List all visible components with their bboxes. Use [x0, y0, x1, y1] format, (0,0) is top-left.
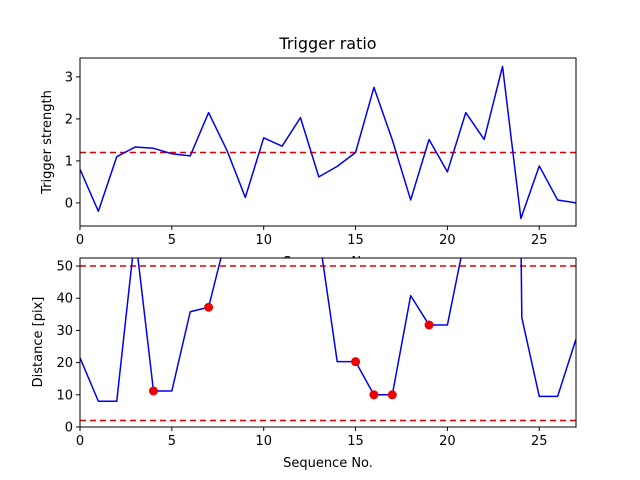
plot-area-bottom [80, 258, 576, 422]
y-tick-label: 3 [65, 70, 73, 85]
series-line-bottom-0-0 [80, 258, 134, 402]
ticks-bottom: 0 5 10 15 20 25 0 10 20 30 40 50 [56, 260, 547, 449]
data-point-marker [369, 390, 379, 400]
y-tick-label: 0 [65, 421, 73, 436]
data-point-marker [204, 302, 214, 312]
subplot-distance: 0 5 10 15 20 25 0 10 20 30 40 50 Sequence No. Dista… [31, 257, 577, 471]
y-axis-label-bottom: Distance [pix] [31, 297, 46, 388]
y-tick-label: 50 [56, 260, 73, 275]
axes-frame-bottom [79, 257, 577, 428]
x-tick-label: 15 [347, 434, 364, 449]
y-tick-label: 2 [65, 112, 73, 127]
x-tick-label: 20 [439, 434, 456, 449]
x-tick-label: 10 [255, 434, 272, 449]
series-line-top-0-0 [80, 65, 576, 220]
plot-area-top [80, 65, 576, 220]
data-point-marker [424, 320, 434, 330]
data-point-marker [148, 386, 158, 396]
y-tick-label: 0 [65, 196, 73, 211]
x-tick-label: 20 [439, 233, 456, 248]
x-tick-label: 15 [347, 233, 364, 248]
ticks-top: 0 5 10 15 20 25 0 1 2 3 [65, 70, 548, 248]
axes-background-bottom [80, 258, 576, 427]
x-axis-label-bottom: Sequence No. [283, 456, 373, 471]
x-tick-label: 0 [76, 434, 84, 449]
data-point-marker [351, 357, 361, 367]
axes-frame-top [79, 57, 577, 227]
y-tick-label: 1 [65, 154, 73, 169]
x-tick-label: 0 [76, 233, 84, 248]
y-tick-label: 20 [56, 356, 73, 371]
x-tick-label: 10 [255, 233, 272, 248]
y-tick-label: 40 [56, 292, 73, 307]
x-tick-label: 5 [168, 434, 176, 449]
x-tick-label: 25 [531, 233, 548, 248]
series-line-bottom-0-3 [520, 258, 576, 398]
x-tick-label: 5 [168, 233, 176, 248]
x-tick-label: 25 [531, 434, 548, 449]
y-tick-label: 30 [56, 324, 73, 339]
series-line-bottom-0-1 [137, 258, 222, 392]
chart-title: Trigger ratio [278, 34, 376, 53]
data-point-marker [387, 390, 397, 400]
y-tick-label: 10 [56, 388, 73, 403]
y-axis-label-top: Trigger strength [40, 90, 55, 195]
